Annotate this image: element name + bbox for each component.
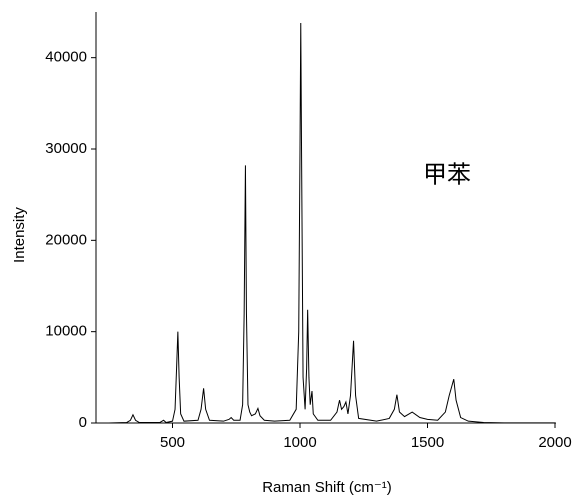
x-tick-label: 2000 [538, 434, 571, 451]
y-tick-label: 30000 [45, 140, 87, 157]
y-tick-label: 10000 [45, 323, 87, 340]
x-axis-label: Raman Shift (cm⁻¹) [262, 479, 392, 496]
x-tick-label: 1000 [283, 434, 316, 451]
y-tick-label: 40000 [45, 49, 87, 66]
annotation: 甲苯 [423, 161, 471, 188]
y-axis-label: Intensity [11, 207, 28, 263]
x-tick-label: 500 [160, 434, 185, 451]
y-tick-label: 20000 [45, 231, 87, 248]
x-tick-label: 1500 [411, 434, 444, 451]
spectrum-line [108, 22, 556, 424]
y-tick-label: 0 [79, 414, 87, 431]
